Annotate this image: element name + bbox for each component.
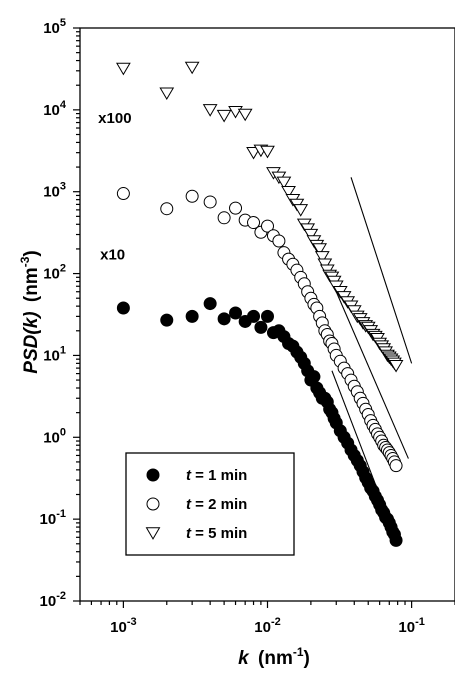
- x-tick-label: 10-2: [254, 616, 280, 636]
- slope-reference-line: [335, 291, 409, 459]
- data-point: [159, 87, 175, 100]
- data-point: [254, 320, 268, 334]
- data-point: [247, 309, 261, 323]
- legend-marker: [146, 497, 160, 511]
- data-point: [184, 61, 200, 75]
- data-point: [203, 297, 217, 311]
- data-point: [261, 219, 274, 233]
- data-point: [217, 211, 231, 225]
- legend: t = 1 min t = 2 min t = 5 min: [125, 452, 295, 556]
- scale-annotation: x10: [100, 247, 125, 264]
- data-point: [389, 533, 403, 547]
- y-tick-label: 104: [43, 99, 67, 119]
- data-point: [116, 187, 130, 201]
- legend-marker: [145, 527, 161, 540]
- x-axis-title: k (nm-1): [238, 645, 310, 669]
- axis-tick-labels: 10-3 10-2 10-1 10-2 10-1 100 101 102 103 104 105: [40, 17, 425, 636]
- legend-entry-label: t = 2 min: [186, 496, 247, 513]
- data-point: [185, 309, 199, 323]
- annotations: x100 x10: [98, 110, 131, 264]
- y-tick-label: 101: [43, 344, 66, 364]
- y-tick-label: 100: [43, 426, 66, 446]
- slope-reference-line: [350, 177, 413, 364]
- data-point: [272, 234, 286, 248]
- data-point: [261, 309, 274, 323]
- data-point: [116, 301, 130, 315]
- data-point: [202, 104, 218, 117]
- data-point: [160, 313, 174, 327]
- data-point: [303, 228, 319, 242]
- data-point: [281, 186, 296, 199]
- y-tick-label: 102: [43, 263, 66, 283]
- legend-entry-label: t = 5 min: [186, 525, 247, 542]
- data-point: [116, 62, 131, 76]
- data-point: [312, 243, 328, 256]
- axis-ticks: [73, 27, 455, 608]
- y-tick-label: 10-2: [40, 590, 66, 610]
- data-point: [185, 189, 199, 203]
- data-point: [389, 459, 403, 473]
- data-point: [314, 251, 330, 264]
- data-point: [246, 146, 261, 160]
- x-tick-label: 10-1: [398, 616, 424, 636]
- data-point: [388, 359, 404, 373]
- y-tick-label: 105: [43, 17, 66, 37]
- y-tick-label: 10-1: [40, 508, 66, 528]
- data-point: [247, 216, 261, 230]
- data-point: [276, 176, 292, 190]
- data-point: [229, 306, 243, 320]
- scale-annotation: x100: [98, 110, 131, 127]
- legend-entry-label: t = 1 min: [186, 467, 247, 484]
- data-point: [217, 312, 231, 326]
- data-point: [237, 108, 253, 122]
- data-points: [116, 61, 404, 547]
- data-point: [216, 109, 232, 123]
- data-point: [160, 202, 174, 216]
- data-point: [293, 204, 309, 217]
- y-tick-label: 103: [43, 181, 66, 201]
- data-point: [307, 370, 321, 384]
- x-tick-label: 10-3: [110, 616, 136, 636]
- legend-marker: [146, 468, 160, 482]
- y-axis-title: PSD(k) (nm-3): [18, 250, 42, 373]
- data-point: [203, 195, 217, 209]
- data-point: [229, 201, 243, 215]
- data-point: [260, 145, 275, 159]
